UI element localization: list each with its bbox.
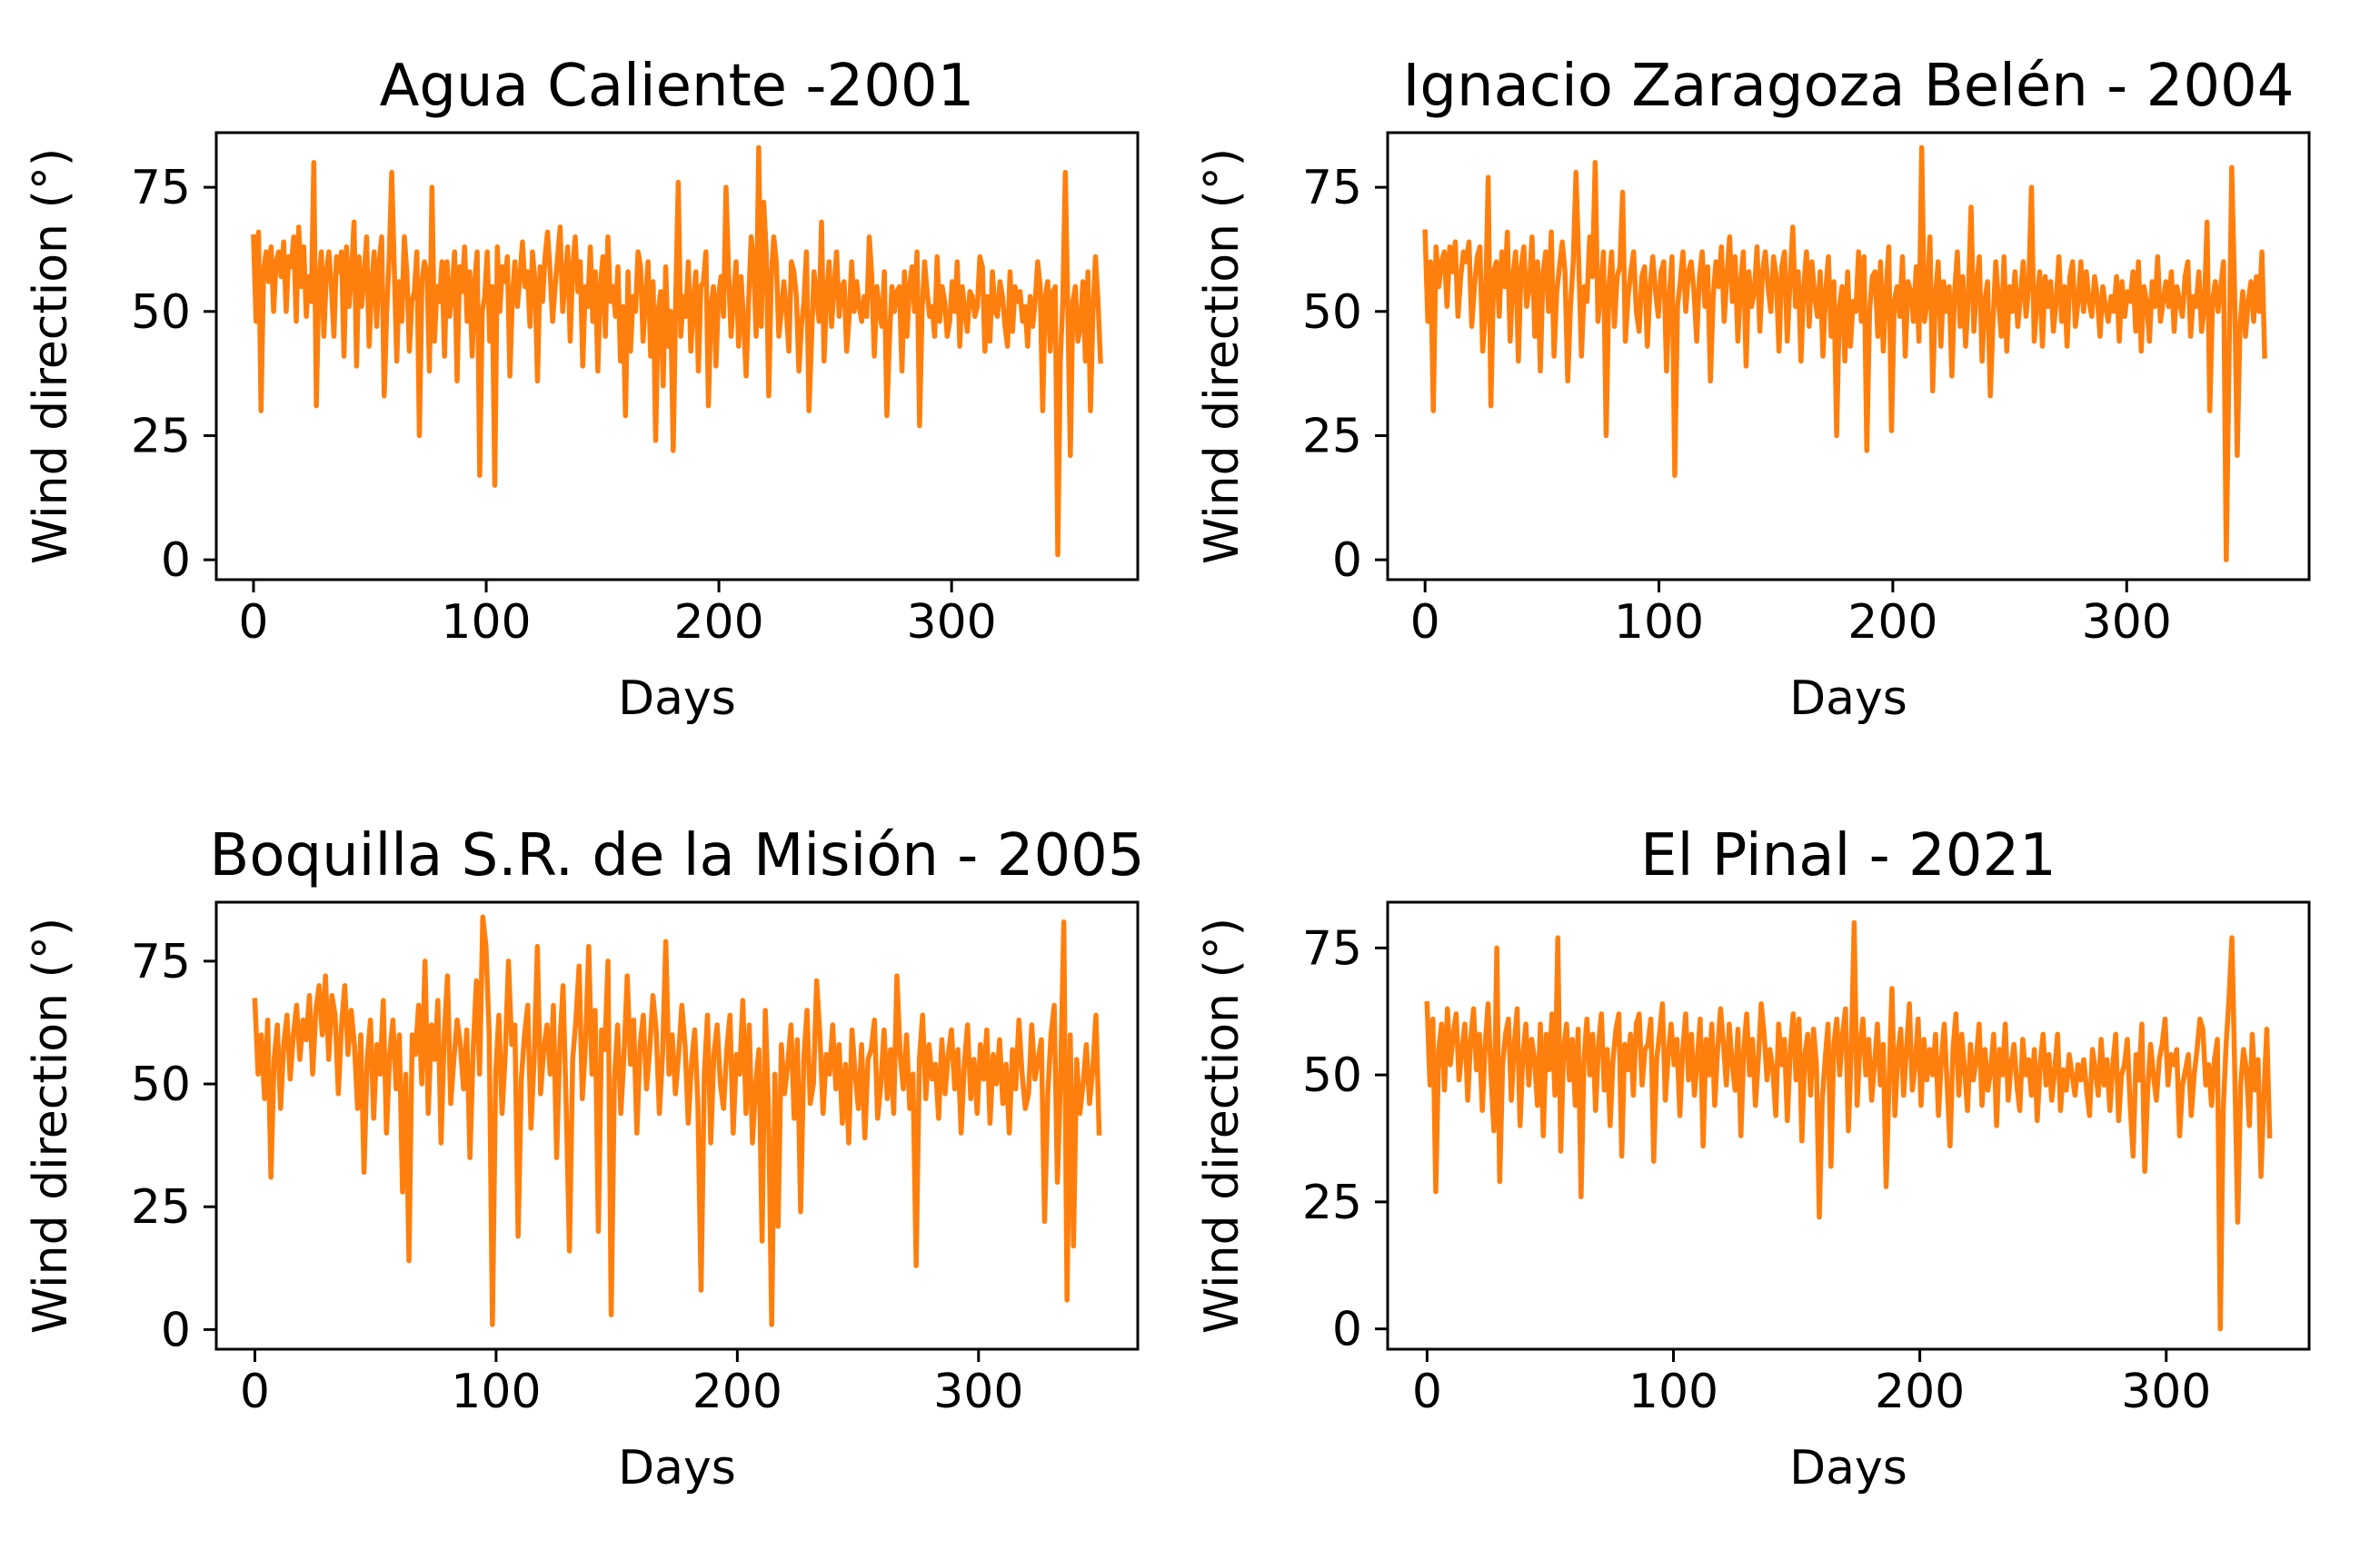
y-tick-label: 75 [1302, 161, 1362, 215]
x-tick-label: 100 [1628, 1365, 1718, 1419]
x-tick-label: 100 [451, 1365, 541, 1419]
chart-title: Ignacio Zaragoza Belén - 2004 [1403, 53, 2295, 120]
y-tick-label: 0 [1332, 1303, 1362, 1357]
chart-title: El Pinal - 2021 [1640, 822, 2056, 889]
panel-1: 0 100 200 300 0 25 50 75 Agua Caliente -2001 Days… [24, 53, 1140, 726]
y-tick-label: 75 [1302, 921, 1362, 976]
x-axis-label: Days [618, 1441, 736, 1495]
panel-4: 0 100 200 300 0 25 50 75 El Pinal - 2021 Days Wind… [1195, 822, 2311, 1495]
y-tick-label: 25 [131, 1180, 191, 1235]
y-tick-label: 25 [1302, 409, 1362, 463]
x-tick-label: 300 [2121, 1365, 2211, 1419]
y-axis-label: Wind direction (°) [24, 148, 78, 564]
x-tick-label: 0 [1412, 1365, 1442, 1419]
y-tick-label: 25 [1302, 1176, 1362, 1230]
y-tick-label: 50 [1302, 1048, 1362, 1103]
x-axis-label: Days [618, 671, 736, 726]
axes-frame [1386, 900, 2311, 1351]
x-tick-label: 200 [673, 595, 763, 650]
y-tick-label: 0 [161, 533, 191, 588]
axes-frame [1386, 131, 2311, 581]
series-line-1 [252, 914, 1102, 1327]
y-tick-label: 50 [131, 1058, 191, 1112]
x-tick-label: 0 [240, 1365, 270, 1419]
chart-title: Boquilla S.R. de la Misión - 2005 [209, 822, 1144, 889]
x-tick-label: 200 [692, 1365, 782, 1419]
x-tick-label: 100 [441, 595, 531, 650]
series-line-1 [1424, 919, 2273, 1332]
x-tick-label: 300 [933, 1365, 1023, 1419]
panel-2: 0 100 200 300 0 25 50 75 Ignacio Zaragoza Belén … [1195, 53, 2311, 726]
y-tick-label: 75 [131, 161, 191, 215]
x-axis-label: Days [1789, 671, 1907, 726]
x-tick-label: 0 [238, 595, 268, 650]
y-axis-label: Wind direction (°) [1195, 918, 1250, 1334]
y-tick-label: 0 [1332, 533, 1362, 588]
panel-3: 0 100 200 300 0 25 50 75 Boquilla S.R. de la Mis… [24, 822, 1145, 1495]
axes-frame [214, 900, 1140, 1351]
y-axis-label: Wind direction (°) [1195, 148, 1250, 564]
y-tick-label: 0 [161, 1303, 191, 1357]
y-tick-label: 75 [131, 935, 191, 989]
x-tick-label: 200 [1847, 595, 1937, 650]
x-tick-label: 300 [2082, 595, 2172, 650]
y-tick-label: 25 [131, 409, 191, 463]
axes-frame [214, 131, 1140, 581]
x-axis-label: Days [1789, 1441, 1907, 1495]
y-tick-label: 50 [1302, 285, 1362, 340]
series-line-1 [1422, 144, 2267, 562]
x-tick-label: 100 [1614, 595, 1704, 650]
x-tick-label: 200 [1875, 1365, 1965, 1419]
chart-title: Agua Caliente -2001 [380, 53, 975, 120]
x-tick-label: 300 [907, 595, 997, 650]
y-tick-label: 50 [131, 285, 191, 340]
series-line-1 [251, 144, 1103, 558]
y-axis-label: Wind direction (°) [24, 918, 78, 1334]
x-tick-label: 0 [1410, 595, 1440, 650]
